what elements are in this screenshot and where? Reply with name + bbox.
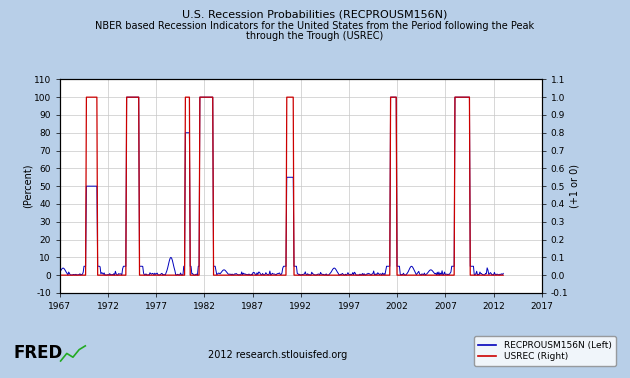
Text: FRED: FRED	[14, 344, 63, 363]
Y-axis label: (Percent): (Percent)	[22, 164, 32, 208]
Text: U.S. Recession Probabilities (RECPROUSM156N): U.S. Recession Probabilities (RECPROUSM1…	[182, 9, 448, 19]
Legend: RECPROUSM156N (Left), USREC (Right): RECPROUSM156N (Left), USREC (Right)	[474, 336, 616, 366]
Text: through the Trough (USREC): through the Trough (USREC)	[246, 31, 384, 41]
Text: 2012 research.stlouisfed.org: 2012 research.stlouisfed.org	[207, 350, 347, 360]
Y-axis label: (+1 or 0): (+1 or 0)	[570, 164, 580, 208]
Text: NBER based Recession Indicators for the United States from the Period following : NBER based Recession Indicators for the …	[95, 21, 535, 31]
